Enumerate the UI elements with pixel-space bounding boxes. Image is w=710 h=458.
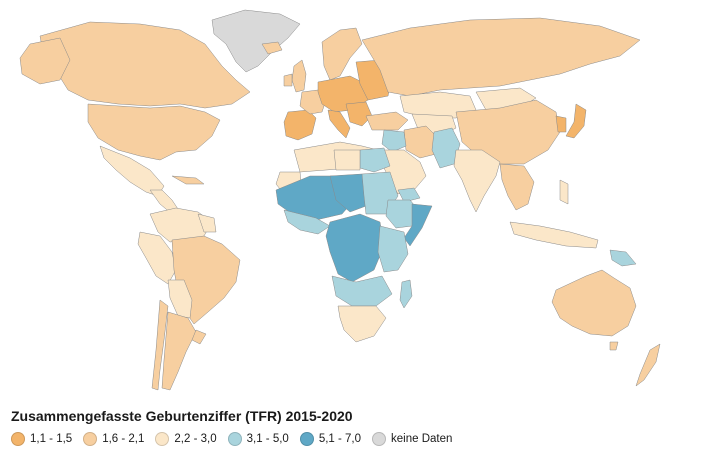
legend-label: 2,2 - 3,0 — [174, 433, 217, 445]
region-scandinavia — [321, 27, 363, 81]
region-argentina — [161, 311, 197, 391]
region-russia — [361, 17, 641, 97]
region-new-zealand — [635, 343, 661, 387]
region-philippines — [559, 179, 569, 205]
legend-swatch — [11, 432, 25, 446]
legend-label: keine Daten — [391, 433, 453, 445]
region-indonesia — [509, 221, 599, 249]
region-west-africa-coast — [283, 209, 331, 235]
legend-item: 3,1 - 5,0 — [227, 432, 289, 446]
region-peru-ecuador — [137, 231, 177, 285]
region-turkey — [365, 111, 409, 131]
region-libya — [333, 149, 361, 171]
legend-label: 3,1 - 5,0 — [246, 433, 289, 445]
legend-item: 1,1 - 1,5 — [11, 432, 72, 446]
region-yemen — [397, 187, 421, 203]
region-iberia — [283, 109, 317, 141]
legend-swatch — [372, 432, 387, 446]
region-southern-africa — [337, 305, 387, 343]
region-japan — [565, 103, 587, 139]
legend-item: 1,6 - 2,1 — [83, 432, 144, 446]
region-somalia — [403, 203, 433, 247]
legend-swatch — [155, 432, 170, 446]
legend-label: 1,6 - 2,1 — [102, 433, 145, 445]
legend-label: 5,1 - 7,0 — [318, 433, 362, 445]
region-australia — [551, 269, 637, 337]
legend-swatch — [299, 432, 314, 446]
region-iceland — [261, 41, 283, 55]
region-chile — [151, 299, 169, 391]
region-papua — [609, 249, 637, 267]
region-ireland — [283, 73, 293, 87]
legend-swatch — [227, 432, 242, 446]
region-angola-zambia — [331, 275, 393, 307]
region-balkans — [345, 101, 373, 127]
region-tasmania — [609, 341, 619, 351]
region-uruguay — [191, 329, 207, 345]
legend-title: Zusammengefasste Geburtenziffer (TFR) 20… — [11, 408, 353, 424]
region-korea — [555, 115, 567, 133]
region-uk — [291, 59, 307, 93]
region-alaska — [19, 37, 71, 85]
legend-label: 1,1 - 1,5 — [30, 433, 73, 445]
region-bolivia-paraguay — [167, 279, 193, 319]
region-guyana — [197, 213, 217, 233]
legend-item: 5,1 - 7,0 — [299, 432, 362, 446]
region-iraq-syria — [381, 129, 407, 153]
region-usa — [87, 103, 221, 161]
region-east-africa — [377, 225, 409, 273]
legend: 1,1 - 1,5 1,6 - 2,1 2,2 - 3,0 3,1 - 5,0 … — [11, 432, 463, 446]
legend-swatch — [83, 432, 98, 446]
world-map — [19, 9, 661, 391]
region-southeast-asia — [499, 163, 535, 211]
region-greenland — [211, 9, 301, 73]
region-india — [453, 149, 501, 213]
region-madagascar — [399, 279, 413, 309]
legend-item: 2,2 - 3,0 — [155, 432, 217, 446]
region-mexico — [99, 145, 165, 197]
region-italy — [327, 109, 351, 139]
region-central-africa — [325, 213, 385, 283]
legend-item: keine Daten — [372, 432, 452, 446]
region-canada — [39, 21, 251, 109]
region-cuba — [171, 175, 205, 185]
